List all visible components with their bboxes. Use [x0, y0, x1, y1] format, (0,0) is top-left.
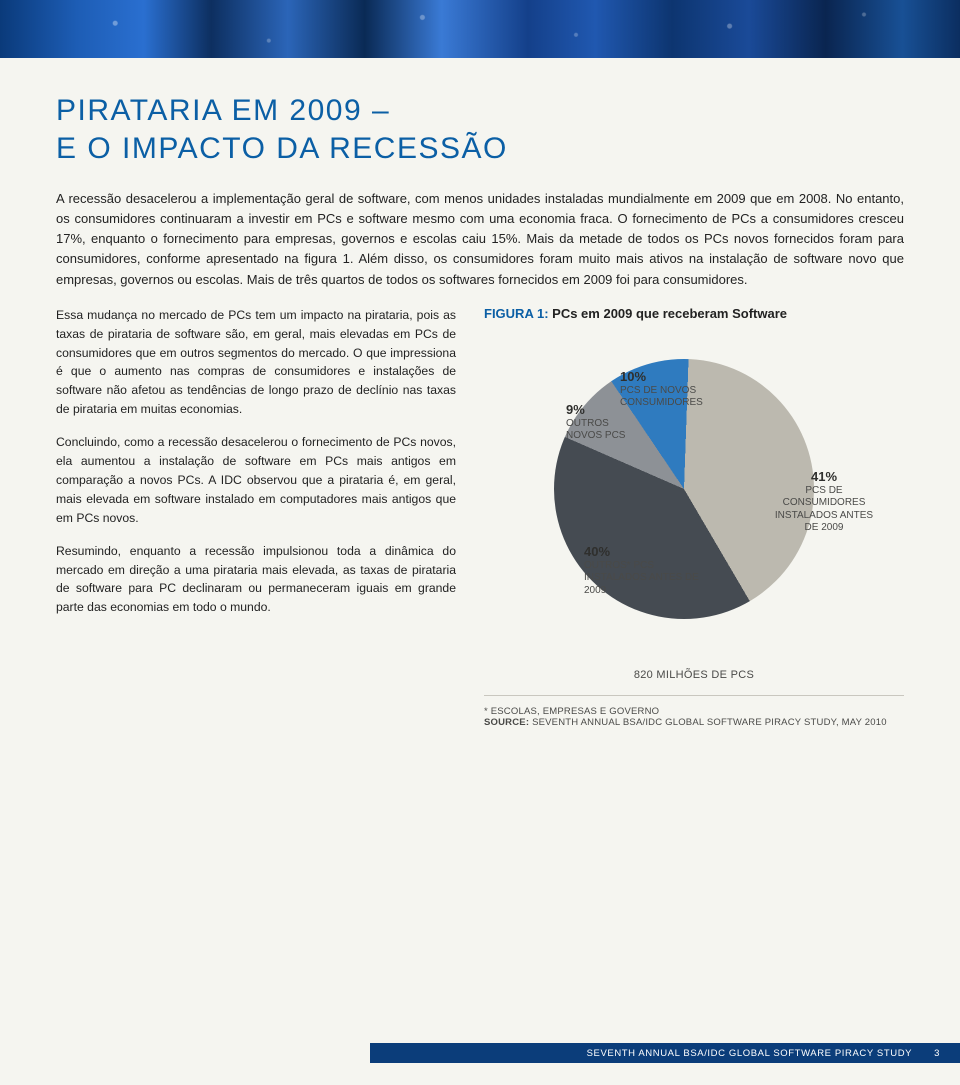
figure-label: FIGURA 1: [484, 306, 549, 321]
pie-name-1: PCS DE CONSUMIDORES INSTALADOS ANTES DE … [775, 485, 873, 534]
page-title: PIRATARIA EM 2009 – E O IMPACTO DA RECES… [56, 92, 904, 167]
source-label: SOURCE: [484, 717, 529, 728]
left-p3: Resumindo, enquanto a recessão impulsion… [56, 542, 456, 618]
footer-page-number: 3 [934, 1048, 940, 1059]
figure-source: SOURCE: SEVENTH ANNUAL BSA/IDC GLOBAL SO… [484, 717, 904, 728]
pie-pct-2: 40% [584, 544, 704, 560]
pie-label-1: 41% PCS DE CONSUMIDORES INSTALADOS ANTES… [774, 469, 874, 535]
left-p1: Essa mudança no mercado de PCs tem um im… [56, 306, 456, 419]
figure-title: FIGURA 1: PCs em 2009 que receberam Soft… [484, 306, 904, 321]
pie-label-3: 9% OUTROS NOVOS PCS [566, 402, 636, 443]
figure-rule [484, 695, 904, 696]
left-p2: Concluindo, como a recessão desacelerou … [56, 433, 456, 528]
footer-text: SEVENTH ANNUAL BSA/IDC GLOBAL SOFTWARE P… [587, 1048, 913, 1059]
pie-name-2: OUTROS* PCS INSTALADOS ANTES DE 2009 [584, 560, 699, 596]
intro-paragraph: A recessão desacelerou a implementação g… [56, 189, 904, 290]
pie-chart: 10% PCS DE NOVOS CONSUMIDORES 41% PCS DE… [514, 339, 874, 659]
page-footer: SEVENTH ANNUAL BSA/IDC GLOBAL SOFTWARE P… [370, 1043, 960, 1063]
title-line1: PIRATARIA EM 2009 – [56, 94, 390, 127]
pie-pct-3: 9% [566, 402, 636, 418]
figure-footnote: * ESCOLAS, EMPRESAS E GOVERNO [484, 706, 904, 717]
pie-label-0: 10% PCS DE NOVOS CONSUMIDORES [620, 369, 730, 410]
source-text: SEVENTH ANNUAL BSA/IDC GLOBAL SOFTWARE P… [532, 717, 887, 728]
pie-label-2: 40% OUTROS* PCS INSTALADOS ANTES DE 2009 [584, 544, 704, 598]
header-banner [0, 0, 960, 58]
pie-name-3: OUTROS NOVOS PCS [566, 418, 625, 442]
figure-total: 820 MILHÕES DE PCS [484, 669, 904, 681]
title-line2: E O IMPACTO DA RECESSÃO [56, 132, 508, 165]
page-body: PIRATARIA EM 2009 – E O IMPACTO DA RECES… [0, 58, 960, 728]
pie-pct-0: 10% [620, 369, 730, 385]
figure-desc: PCs em 2009 que receberam Software [552, 306, 787, 321]
pie-pct-1: 41% [774, 469, 874, 485]
figure-column: FIGURA 1: PCs em 2009 que receberam Soft… [484, 306, 904, 728]
left-column: Essa mudança no mercado de PCs tem um im… [56, 306, 456, 728]
